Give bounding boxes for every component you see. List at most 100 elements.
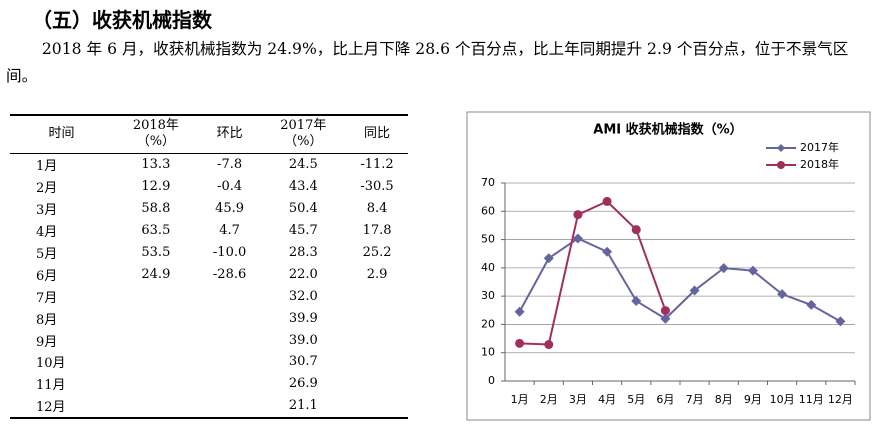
- header-line: （%）: [136, 134, 176, 149]
- table-cell: 1月: [36, 159, 58, 175]
- table-cell: 6月: [36, 268, 58, 284]
- table-cell: -30.5: [360, 179, 394, 195]
- marker: [660, 306, 670, 316]
- x-tick-label: 11月: [799, 393, 824, 406]
- y-tick-label: 50: [481, 233, 495, 246]
- marker: [660, 313, 671, 324]
- table-cell: 21.1: [260, 394, 347, 419]
- table-cell: 5月: [36, 247, 58, 262]
- table-cell: 12月: [10, 394, 114, 419]
- table-cell: 43.4: [288, 179, 318, 195]
- table-row: 12月 21.1: [10, 394, 408, 419]
- table-cell: 26.9: [288, 376, 318, 392]
- header-line: （%）: [284, 134, 323, 149]
- table-cell: [113, 394, 199, 419]
- x-tick-label: 1月: [511, 393, 529, 406]
- y-tick-label: 10: [481, 346, 495, 359]
- marker: [543, 253, 554, 264]
- y-tick-label: 0: [488, 374, 495, 387]
- table-row: 11月 26.9: [10, 373, 408, 395]
- x-tick-label: 7月: [686, 393, 704, 406]
- table-cell: 58.8: [141, 201, 171, 217]
- table-cell: 22.0: [288, 266, 318, 282]
- y-tick-label: 70: [481, 176, 495, 189]
- table-cell: 50.4: [288, 201, 318, 217]
- marker: [602, 196, 612, 206]
- column-header: 同比: [346, 114, 408, 154]
- table-cell: 4月: [36, 225, 58, 241]
- table-cell: 13.3: [141, 157, 171, 173]
- marker: [573, 210, 583, 220]
- table-row: 9月 39.0: [10, 329, 408, 351]
- marker: [631, 295, 642, 306]
- paragraph: 2018 年 6 月，收获机械指数为 24.9%，比上月下降 28.6 个百分点…: [6, 40, 849, 85]
- table-cell: 4.7: [219, 223, 240, 239]
- table-cell: 9月: [36, 334, 58, 350]
- table-cell: [198, 394, 261, 419]
- table-cell: 11月: [36, 378, 66, 394]
- table-row: 6月 24.9 -28.6 22.0 2.9: [10, 263, 408, 285]
- x-tick-label: 6月: [656, 393, 674, 406]
- column-header: 时间: [10, 114, 114, 154]
- marker: [835, 316, 846, 327]
- legend-marker: [777, 144, 785, 152]
- table-row: 5月 53.5 -10.0 28.3 25.2: [10, 242, 408, 264]
- header-line: 环比: [216, 126, 243, 141]
- marker: [515, 338, 525, 348]
- marker: [777, 289, 788, 300]
- chart-frame: [466, 111, 871, 421]
- table-cell: 2月: [36, 181, 58, 197]
- table-cell: 39.9: [288, 310, 318, 326]
- series-line: [518, 237, 841, 323]
- marker: [689, 285, 700, 296]
- table-cell: [346, 394, 408, 419]
- header-line: 2017年: [280, 118, 327, 133]
- legend-marker: [777, 161, 785, 169]
- marker: [747, 265, 758, 276]
- series-line: [519, 200, 667, 346]
- table-cell: -11.2: [360, 157, 394, 173]
- marker: [544, 340, 554, 350]
- table-cell: 24.5: [288, 157, 318, 173]
- heading: （五）收获机械指数: [32, 8, 212, 32]
- table-cell: -10.0: [212, 245, 247, 260]
- table-row: 7月 32.0: [10, 285, 408, 307]
- table-cell: 30.7: [288, 354, 318, 370]
- legend-label: 2017年: [800, 140, 839, 154]
- table-cell: 8月: [36, 312, 58, 328]
- table-cell: 7月: [36, 290, 58, 306]
- table-cell: 3月: [36, 203, 58, 219]
- marker: [631, 225, 641, 235]
- y-tick-label: 60: [481, 204, 495, 217]
- legend-label: 2018年: [800, 157, 839, 171]
- header-row: 时间 2018年 （%） 环比 2017年 （%） 同比: [10, 114, 408, 154]
- table-row: 2月 12.9 -0.4 43.4 -30.5: [10, 176, 408, 198]
- table-cell: -7.8: [217, 157, 243, 173]
- x-tick-label: 12月: [828, 393, 853, 406]
- table-cell: 45.7: [288, 223, 318, 239]
- table-cell: 63.5: [141, 223, 171, 239]
- table-cell: -28.6: [212, 266, 247, 282]
- marker: [718, 263, 729, 274]
- x-tick-label: 4月: [598, 393, 616, 406]
- x-tick-label: 3月: [569, 393, 587, 406]
- table-cell: 45.9: [215, 201, 245, 217]
- table-cell: 2.9: [366, 266, 388, 282]
- header-line: 时间: [48, 126, 75, 141]
- chart-title: AMI 收获机械指数（%）: [593, 122, 742, 138]
- x-tick-label: 10月: [770, 393, 795, 406]
- marker: [514, 306, 525, 317]
- table-row: 1月 13.3 -7.8 24.5 -11.2: [10, 154, 408, 176]
- table-cell: 25.2: [362, 245, 392, 260]
- table-cell: 8.4: [366, 201, 388, 217]
- column-header: 环比: [198, 114, 261, 154]
- table-cell: 39.0: [288, 332, 318, 348]
- table-row: 4月 63.5 4.7 45.7 17.8: [10, 220, 408, 242]
- table-row: 3月 58.8 45.9 50.4 8.4: [10, 198, 408, 220]
- y-tick-label: 20: [481, 317, 495, 330]
- table-cell: 12.9: [141, 179, 171, 195]
- table-cell: 32.0: [288, 288, 318, 304]
- table-cell: 53.5: [141, 245, 171, 260]
